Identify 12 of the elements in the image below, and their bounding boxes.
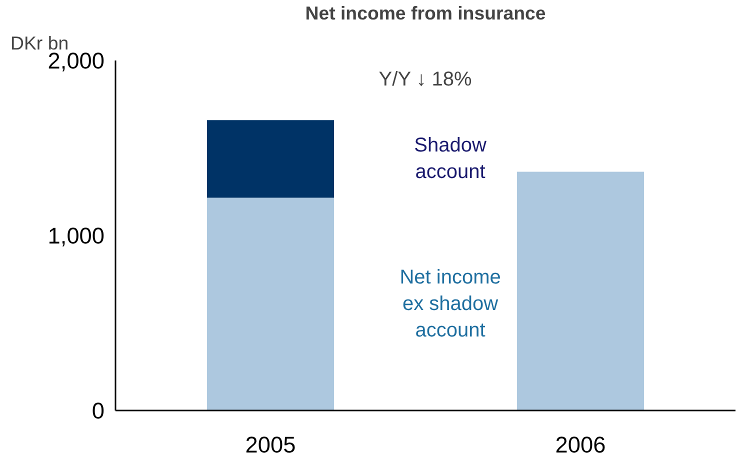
series-label: Net income ex shadow account xyxy=(400,266,501,342)
bar xyxy=(206,198,334,410)
y-tick-label: 1,000 xyxy=(48,222,105,248)
bar xyxy=(206,120,334,198)
chart-title: Net income from insurance xyxy=(305,2,546,24)
x-tick-label: 2006 xyxy=(555,432,606,458)
annotation: Y/Y ↓ 18% xyxy=(378,68,472,90)
y-axis-title: DKr bn xyxy=(10,32,69,54)
x-tick-label: 2005 xyxy=(245,432,296,458)
bar xyxy=(516,172,644,410)
text: Shadow account xyxy=(414,134,487,184)
y-tick-label: 0 xyxy=(92,398,105,424)
